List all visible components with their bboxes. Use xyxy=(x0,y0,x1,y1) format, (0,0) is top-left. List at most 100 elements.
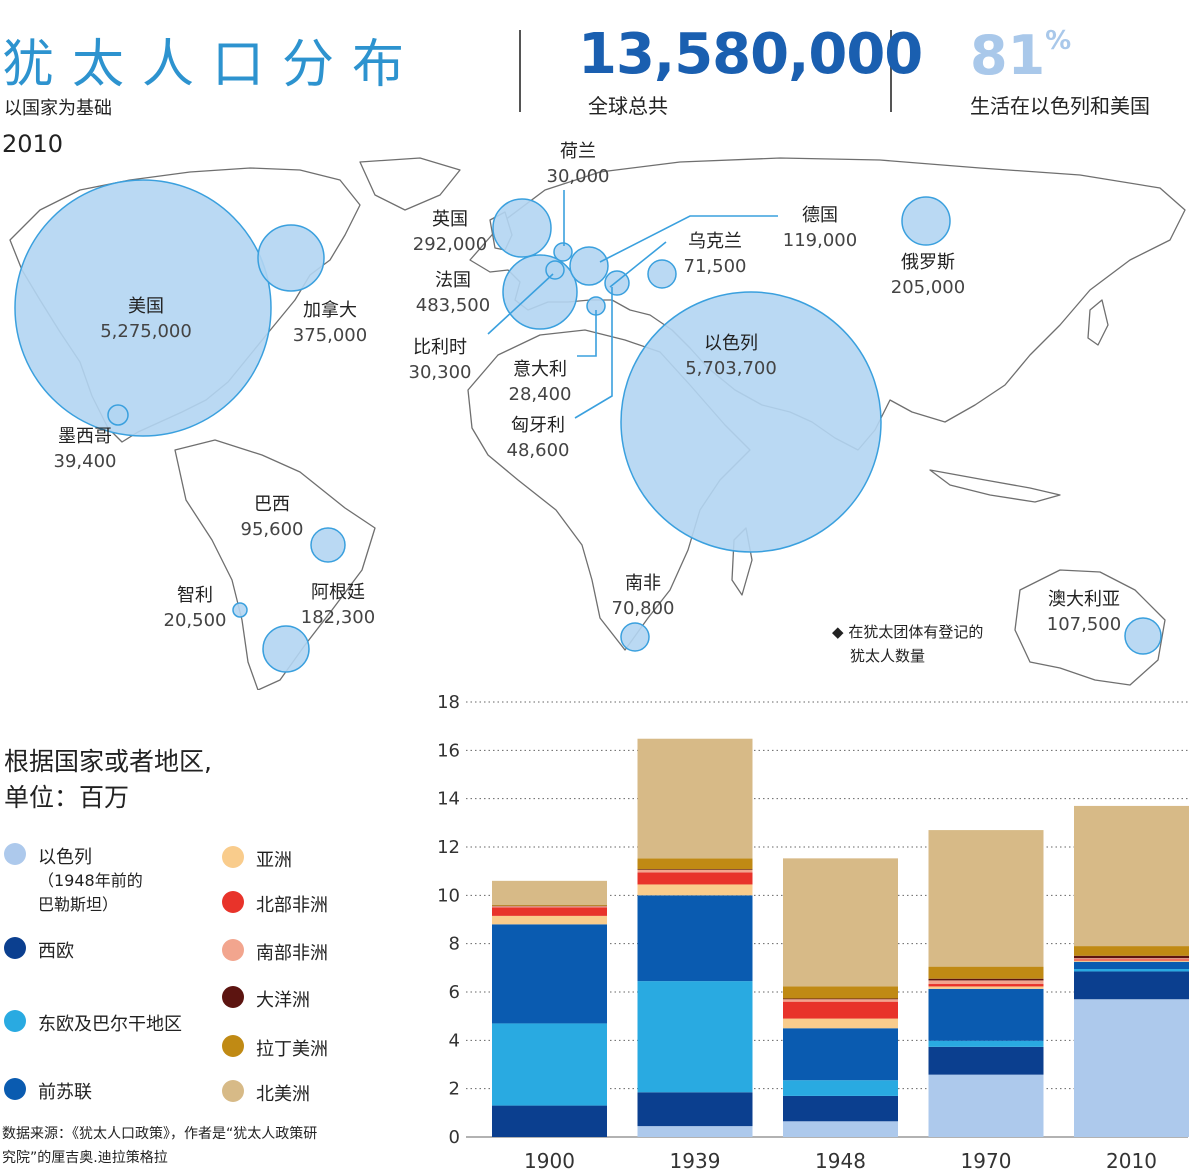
label-value: 205,000 xyxy=(890,277,966,298)
bar-segment xyxy=(492,905,607,906)
leader-germany xyxy=(599,215,778,263)
total-population: 13,580,000 xyxy=(578,22,923,87)
label-name: 俄罗斯 xyxy=(901,252,955,273)
legend-swatch xyxy=(222,1035,244,1057)
leader-italy xyxy=(577,310,597,357)
label-belgium: 比利时 30,300 xyxy=(390,335,490,385)
label-name: 以色列 xyxy=(704,333,758,354)
label-value: 30,000 xyxy=(546,166,610,187)
japan-outline xyxy=(1087,299,1109,346)
bar-segment xyxy=(928,966,1044,979)
label-italy: 意大利 28,400 xyxy=(490,357,590,407)
bar-segment xyxy=(492,1105,607,1137)
bubble-israel xyxy=(620,291,882,553)
legend-item-south-africa: 南部非洲 xyxy=(222,939,328,965)
bar-segment xyxy=(492,880,607,905)
share-unit: % xyxy=(1045,26,1072,56)
bar-segment xyxy=(492,915,607,925)
bar-segment xyxy=(492,906,607,908)
bubble-france xyxy=(502,254,578,330)
bubble-uk xyxy=(492,198,552,258)
bar-segment xyxy=(1074,959,1189,961)
share-caption: 生活在以色列和美国 xyxy=(970,94,1150,118)
y-tick-label: 0 xyxy=(449,1127,460,1148)
bar-segment xyxy=(637,1126,753,1137)
legend-title-line-1: 根据国家或者地区, xyxy=(4,747,212,776)
map-note: ◆ 在犹太团体有登记的 犹太人数量 xyxy=(832,620,983,668)
legend-label: 以色列 xyxy=(38,847,92,868)
label-value: 107,500 xyxy=(1046,614,1122,635)
label-value: 5,703,700 xyxy=(685,358,777,379)
bar-segment xyxy=(783,1080,898,1096)
page-subtitle: 以国家为基础 xyxy=(4,98,112,119)
bar-segment xyxy=(783,858,898,987)
bar-segment xyxy=(1074,955,1189,959)
label-name: 澳大利亚 xyxy=(1048,589,1120,610)
label-value: 292,000 xyxy=(412,234,488,255)
bar-segment xyxy=(928,1046,1044,1075)
label-name: 法国 xyxy=(435,270,471,291)
bar-segment xyxy=(783,986,898,999)
bar-segment xyxy=(1074,805,1189,947)
note-line-1: ◆ 在犹太团体有登记的 xyxy=(832,620,983,644)
page-title: 犹太人口分布 xyxy=(2,35,423,95)
bar-segment xyxy=(783,999,898,1002)
legend-sub-1: （1948年前的 xyxy=(38,871,143,890)
bubble-ukraine xyxy=(647,259,677,289)
bar-segment xyxy=(783,1028,898,1081)
note-text-1: 在犹太团体有登记的 xyxy=(848,623,984,641)
bar-segment xyxy=(637,1092,753,1127)
bubble-chile xyxy=(232,602,248,618)
bar-segment xyxy=(928,830,1044,967)
bubble-south-africa xyxy=(620,622,650,652)
label-hungary: 匈牙利 48,600 xyxy=(488,413,588,463)
leader-ukraine xyxy=(609,241,667,288)
bar-segment xyxy=(783,998,898,1000)
label-brazil: 巴西 95,600 xyxy=(222,492,322,542)
label-france: 法国 483,500 xyxy=(403,268,503,318)
x-tick-label: 1948 xyxy=(815,1149,866,1173)
y-tick-label: 16 xyxy=(437,740,460,761)
y-tick-label: 8 xyxy=(449,934,460,955)
y-tick-label: 18 xyxy=(437,692,460,713)
legend-item-western-europe: 西欧 xyxy=(4,937,74,963)
legend-swatch xyxy=(4,1078,26,1100)
label-netherlands: 荷兰 30,000 xyxy=(530,139,626,189)
label-value: 5,275,000 xyxy=(100,321,192,342)
label-name: 阿根廷 xyxy=(311,582,365,603)
label-name: 比利时 xyxy=(413,337,467,358)
bar-segment xyxy=(637,872,753,885)
bar-segment xyxy=(928,988,1044,1041)
legend-label: 北美洲 xyxy=(256,1084,310,1105)
bar-segment xyxy=(637,884,753,896)
label-name: 智利 xyxy=(177,585,213,606)
y-tick-label: 4 xyxy=(449,1030,460,1051)
legend-item-latin-america: 拉丁美洲 xyxy=(222,1035,328,1061)
y-tick-label: 12 xyxy=(437,837,460,858)
label-value: 30,300 xyxy=(408,362,472,383)
bar-segment xyxy=(783,1095,898,1122)
legend-item-north-africa: 北部非洲 xyxy=(222,891,328,917)
label-name: 南非 xyxy=(625,573,661,594)
leader-belgium xyxy=(487,273,554,335)
bar-segment xyxy=(928,978,1044,981)
label-name: 巴西 xyxy=(254,494,290,515)
bar-segment xyxy=(783,1121,898,1137)
label-name: 匈牙利 xyxy=(511,415,565,436)
source-line-1: 数据来源：《犹太人口政策》，作者是“犹太人政策研 xyxy=(2,1126,318,1142)
label-russia: 俄罗斯 205,000 xyxy=(876,250,980,300)
legend-swatch xyxy=(4,1010,26,1032)
label-name: 乌克兰 xyxy=(688,231,742,252)
y-tick-label: 2 xyxy=(449,1079,460,1100)
label-name: 墨西哥 xyxy=(58,426,112,447)
bubble-australia xyxy=(1124,617,1162,655)
bubble-netherlands xyxy=(553,242,573,262)
leader-lines xyxy=(487,190,778,419)
bar-segment xyxy=(637,895,753,982)
legend-swatch xyxy=(222,846,244,868)
legend-swatch xyxy=(4,937,26,959)
legend-swatch xyxy=(222,1080,244,1102)
bar-segment xyxy=(637,869,753,870)
x-tick-label: 1939 xyxy=(670,1149,721,1173)
label-uk: 英国 292,000 xyxy=(400,207,500,257)
